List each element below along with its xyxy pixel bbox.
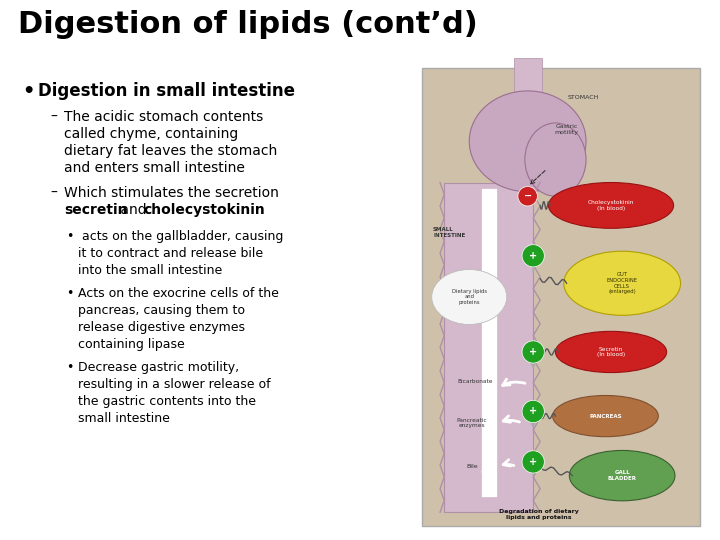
Text: Pancreatic
enzymes: Pancreatic enzymes [456, 417, 487, 428]
Text: •: • [22, 82, 35, 101]
Text: Digestion of lipids (cont’d): Digestion of lipids (cont’d) [18, 10, 478, 39]
Ellipse shape [469, 91, 586, 192]
Text: The acidic stomach contents: The acidic stomach contents [64, 110, 264, 124]
Circle shape [522, 341, 544, 363]
Bar [444, 183, 534, 512]
Text: STOMACH: STOMACH [567, 95, 599, 100]
Text: small intestine: small intestine [78, 412, 170, 425]
Ellipse shape [570, 450, 675, 501]
Text: Acts on the exocrine cells of the: Acts on the exocrine cells of the [78, 287, 279, 300]
Text: Gastric
motility: Gastric motility [554, 124, 579, 135]
Text: secretin: secretin [64, 203, 127, 217]
Text: Digestion in small intestine: Digestion in small intestine [38, 82, 295, 100]
Text: release digestive enzymes: release digestive enzymes [78, 321, 245, 334]
Text: the gastric contents into the: the gastric contents into the [78, 395, 256, 408]
Text: Secretin
(In blood): Secretin (In blood) [597, 347, 625, 357]
Text: acts on the gallbladder, causing: acts on the gallbladder, causing [78, 230, 284, 243]
Text: Bile: Bile [467, 464, 478, 469]
Ellipse shape [432, 269, 507, 325]
Text: it to contract and release bile: it to contract and release bile [78, 247, 263, 260]
Text: –: – [50, 186, 57, 200]
Ellipse shape [553, 395, 658, 437]
Text: •: • [66, 361, 73, 374]
Text: –: – [50, 110, 57, 124]
Circle shape [522, 451, 544, 473]
Text: Decrease gastric motility,: Decrease gastric motility, [78, 361, 239, 374]
Text: called chyme, containing: called chyme, containing [64, 127, 238, 141]
Text: +: + [529, 251, 537, 261]
Text: −: − [523, 191, 531, 201]
Text: dietary fat leaves the stomach: dietary fat leaves the stomach [64, 144, 277, 158]
Text: PANCREAS: PANCREAS [589, 414, 622, 418]
Bar [422, 68, 700, 526]
Ellipse shape [555, 332, 667, 373]
Text: Bicarbonate: Bicarbonate [457, 379, 492, 384]
Circle shape [518, 186, 537, 206]
Text: Dietary lipids
and
proteins: Dietary lipids and proteins [451, 289, 487, 305]
Text: resulting in a slower release of: resulting in a slower release of [78, 378, 271, 391]
Ellipse shape [549, 183, 674, 228]
Text: +: + [529, 407, 537, 416]
Ellipse shape [525, 123, 586, 196]
Text: +: + [529, 347, 537, 357]
Text: +: + [529, 457, 537, 467]
Circle shape [522, 245, 544, 267]
Text: Which stimulates the secretion: Which stimulates the secretion [64, 186, 279, 200]
Text: Cholecystokinin
(In blood): Cholecystokinin (In blood) [588, 200, 634, 211]
Text: Degradation of dietary
lipids and proteins: Degradation of dietary lipids and protei… [499, 509, 579, 520]
Text: into the small intestine: into the small intestine [78, 264, 222, 277]
Text: GALL
BLADDER: GALL BLADDER [608, 470, 636, 481]
Text: and enters small intestine: and enters small intestine [64, 161, 245, 175]
Text: containing lipase: containing lipase [78, 338, 185, 351]
Text: and: and [116, 203, 151, 217]
Text: GUT
ENDOCRINE
CELLS
(enlarged): GUT ENDOCRINE CELLS (enlarged) [607, 272, 638, 294]
Circle shape [522, 400, 544, 423]
Bar [514, 58, 541, 123]
Text: cholecystokinin: cholecystokinin [143, 203, 265, 217]
Text: SMALL
INTESTINE: SMALL INTESTINE [433, 227, 465, 238]
Text: pancreas, causing them to: pancreas, causing them to [78, 304, 245, 317]
Text: •: • [66, 230, 73, 243]
Text: •: • [66, 287, 73, 300]
Ellipse shape [564, 251, 680, 315]
